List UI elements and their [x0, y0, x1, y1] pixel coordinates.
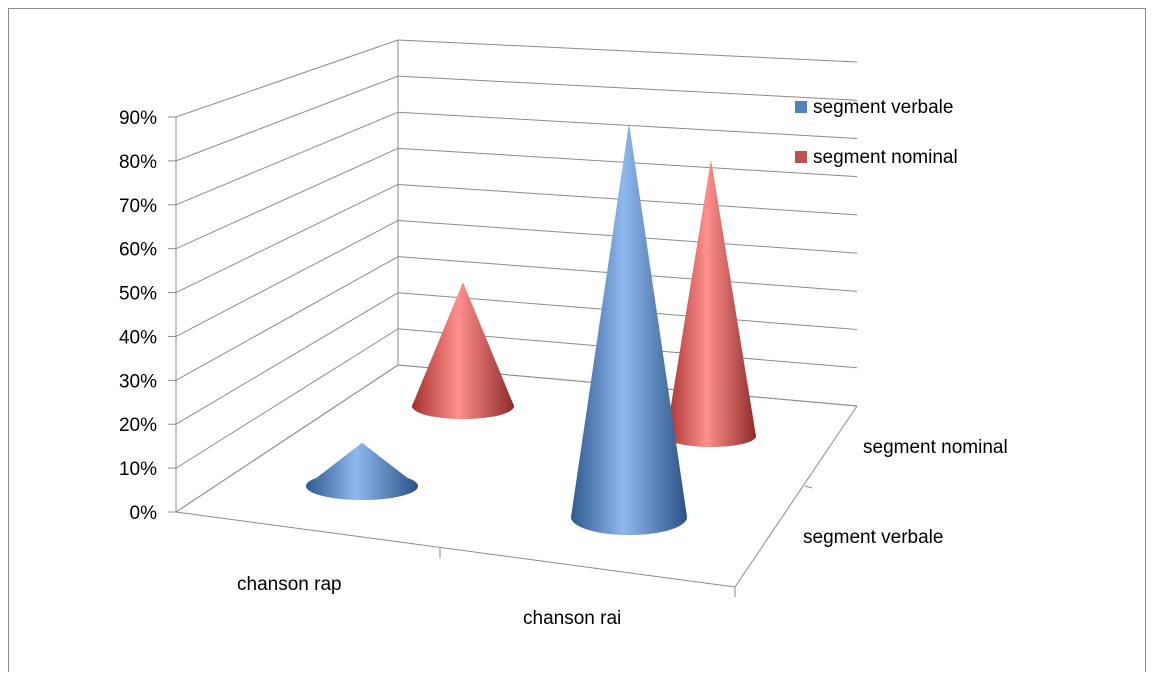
y-tick-label: 0% [130, 503, 158, 524]
gridline-left-wall [175, 111, 399, 206]
cone-body [666, 159, 756, 447]
gridlines [175, 39, 858, 513]
legend-label-nominal: segment nominal [813, 147, 958, 168]
cone-segment-nominal-chanson-rai [666, 159, 756, 447]
y-tick-label: 20% [119, 415, 157, 436]
cone-body [306, 442, 418, 500]
y-tick-label: 90% [119, 108, 157, 129]
y-tick-label: 50% [119, 284, 157, 305]
gridline-left-wall [175, 39, 399, 118]
y-tick-labels: 0% 10% 20% 30% 40% 50% 60% 70% 80% 90% [119, 108, 157, 524]
legend-swatch-nominal [795, 151, 807, 163]
cone-body [412, 282, 514, 419]
y-tick-label: 30% [119, 371, 157, 392]
gridline-back-wall [397, 39, 858, 63]
axes [168, 40, 858, 597]
y-tick-label: 40% [119, 327, 157, 348]
x-tick-label-rap: chanson rap [237, 574, 342, 595]
gridline-left-wall [175, 147, 399, 250]
gridline-left-wall [175, 75, 399, 162]
legend-swatch-verbale [795, 101, 807, 113]
cone-body [571, 123, 687, 536]
floor-right-edge [734, 405, 858, 588]
y-tick-label: 80% [119, 152, 157, 173]
cones [306, 123, 756, 536]
cone-segment-nominal-chanson-rap [412, 282, 514, 419]
legend-label-verbale: segment verbale [813, 97, 953, 118]
gridline-left-wall [175, 328, 399, 469]
floor-left-edge [175, 364, 399, 513]
floor-front-edge [175, 511, 736, 588]
gridline-left-wall [175, 292, 399, 425]
gridline-left-wall [175, 183, 399, 294]
cone-segment-verbale-chanson-rai [571, 123, 687, 536]
chart-frame [8, 8, 1146, 672]
depth-tick-mark [804, 485, 813, 489]
cone-segment-verbale-chanson-rap [306, 442, 418, 500]
y-tick-label: 70% [119, 196, 157, 217]
depth-label-verbale: segment verbale [803, 527, 943, 548]
y-tick-label: 10% [119, 459, 157, 480]
y-tick-label: 60% [119, 240, 157, 261]
gridline-left-wall [175, 220, 399, 337]
gridline-back-wall [397, 75, 858, 101]
gridline-back-wall [397, 111, 858, 139]
depth-label-nominal: segment nominal [863, 437, 1008, 458]
x-tick-label-rai: chanson rai [523, 608, 621, 629]
legend: segment verbale segment nominal [795, 97, 958, 168]
gridline-left-wall [175, 256, 399, 381]
